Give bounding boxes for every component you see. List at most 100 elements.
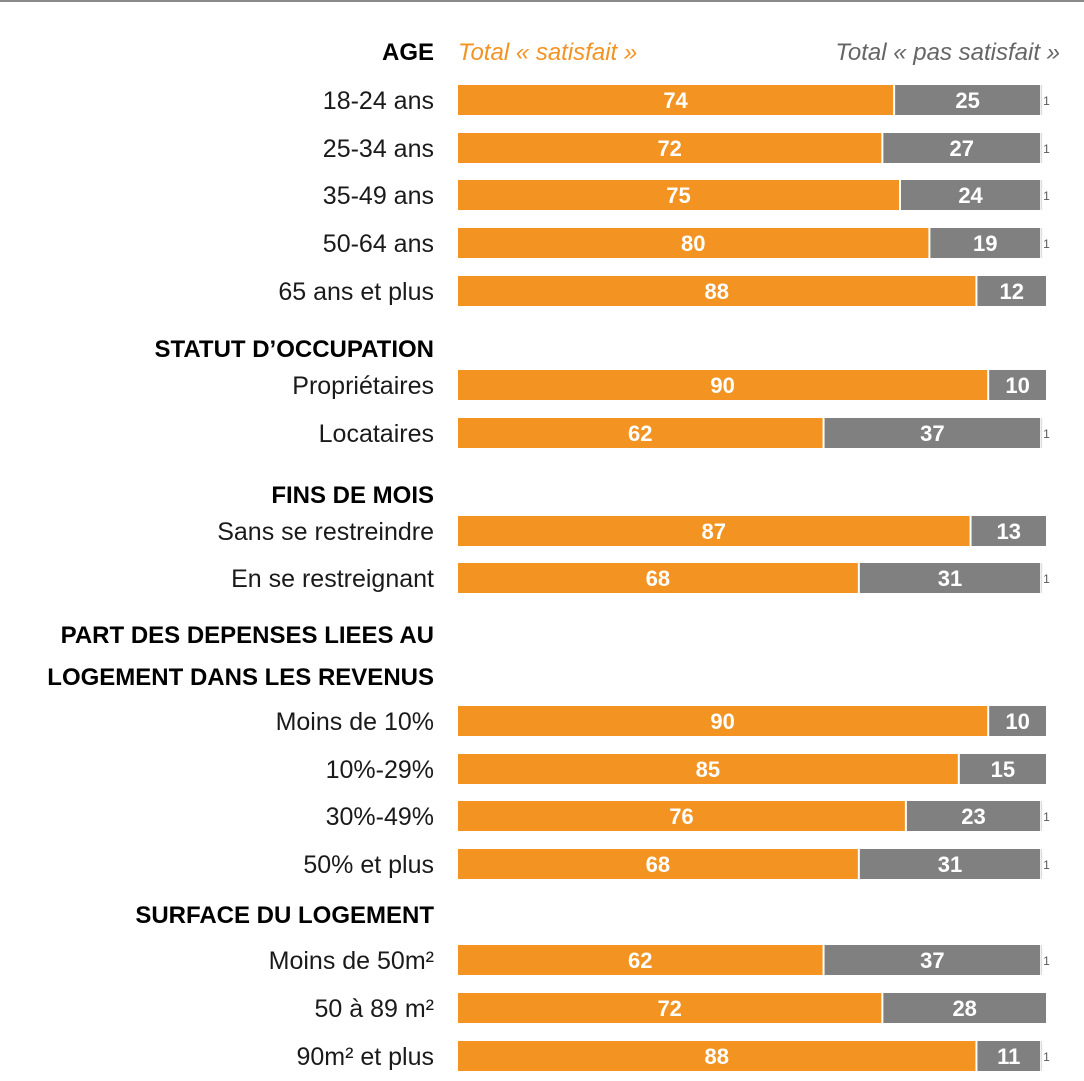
bar-satisfied-value: 90 <box>710 373 734 398</box>
bar-remainder-value: 1 <box>1043 1050 1050 1064</box>
bar-satisfied <box>458 516 970 546</box>
group-heading: STATUT D’OCCUPATION <box>154 336 434 363</box>
group-heading: LOGEMENT DANS LES REVENUS <box>47 664 434 691</box>
group-heading: PART DES DEPENSES LIEES AU <box>61 622 434 649</box>
bar-not-satisfied-value: 19 <box>973 231 997 256</box>
bar-remainder-value: 1 <box>1043 954 1050 968</box>
bar-satisfied <box>458 228 929 258</box>
bar-satisfied-value: 88 <box>704 279 728 304</box>
category-label: 50% et plus <box>303 851 434 879</box>
bar-remainder <box>1041 1041 1043 1071</box>
top-divider <box>0 0 1084 2</box>
bar-not-satisfied-value: 27 <box>949 136 973 161</box>
bar-satisfied-value: 62 <box>628 948 652 973</box>
category-label: 18-24 ans <box>323 87 434 115</box>
bar-satisfied-value: 68 <box>646 852 670 877</box>
bar-remainder-value: 1 <box>1043 572 1050 586</box>
group-heading: FINS DE MOIS <box>271 482 434 509</box>
bar-satisfied-value: 75 <box>666 183 690 208</box>
category-label: 25-34 ans <box>323 135 434 163</box>
bar-remainder-value: 1 <box>1043 94 1050 108</box>
bar-not-satisfied-value: 23 <box>961 804 985 829</box>
legend-not-satisfied: Total « pas satisfait » <box>835 39 1060 66</box>
bar-remainder-value: 1 <box>1043 810 1050 824</box>
bar-remainder-value: 1 <box>1043 427 1050 441</box>
bar-not-satisfied <box>824 945 1041 975</box>
bar-remainder <box>1041 849 1043 879</box>
bar-satisfied-value: 72 <box>657 136 681 161</box>
bar-satisfied-value: 88 <box>704 1044 728 1069</box>
bar-not-satisfied-value: 31 <box>938 852 962 877</box>
bar-satisfied <box>458 276 976 306</box>
bar-remainder-value: 1 <box>1043 142 1050 156</box>
category-label: 50-64 ans <box>323 230 434 258</box>
bar-remainder <box>1041 945 1043 975</box>
bar-not-satisfied-value: 15 <box>991 757 1015 782</box>
bar-not-satisfied-value: 25 <box>955 88 979 113</box>
bar-remainder-value: 1 <box>1043 858 1050 872</box>
bar-satisfied <box>458 945 823 975</box>
bar-remainder <box>1041 133 1043 163</box>
bar-not-satisfied <box>906 801 1041 831</box>
bar-satisfied <box>458 754 958 784</box>
bar-not-satisfied-value: 31 <box>938 566 962 591</box>
bar-satisfied <box>458 133 882 163</box>
bar-not-satisfied-value: 37 <box>920 421 944 446</box>
category-label: 90m² et plus <box>296 1043 434 1071</box>
bar-satisfied-value: 80 <box>681 231 705 256</box>
category-label: Locataires <box>319 420 434 448</box>
bar-remainder-value: 1 <box>1043 189 1050 203</box>
bar-not-satisfied <box>959 754 1046 784</box>
bar-not-satisfied <box>989 706 1046 736</box>
bar-satisfied <box>458 993 882 1023</box>
bar-satisfied-value: 62 <box>628 421 652 446</box>
bar-not-satisfied-value: 12 <box>999 279 1023 304</box>
bar-not-satisfied <box>901 180 1041 210</box>
category-label: 35-49 ans <box>323 182 434 210</box>
category-label: Propriétaires <box>292 372 434 400</box>
bar-remainder <box>1041 418 1043 448</box>
bar-not-satisfied <box>971 516 1046 546</box>
bar-remainder <box>1041 228 1043 258</box>
bar-remainder-value: 1 <box>1043 237 1050 251</box>
category-label: Moins de 50m² <box>269 947 434 975</box>
bar-not-satisfied-value: 28 <box>952 996 976 1021</box>
bar-not-satisfied-value: 10 <box>1005 373 1029 398</box>
category-label: 10%-29% <box>326 756 434 784</box>
category-label: Sans se restreindre <box>217 518 434 546</box>
category-label: Moins de 10% <box>276 708 434 736</box>
bar-satisfied-value: 68 <box>646 566 670 591</box>
category-label: 65 ans et plus <box>278 278 434 306</box>
legend-satisfied: Total « satisfait » <box>458 39 637 66</box>
bar-satisfied-value: 74 <box>663 88 688 113</box>
bar-not-satisfied <box>859 563 1041 593</box>
bar-satisfied <box>458 180 899 210</box>
bar-not-satisfied <box>859 849 1041 879</box>
bar-satisfied <box>458 563 858 593</box>
bar-satisfied-value: 72 <box>657 996 681 1021</box>
bar-not-satisfied <box>977 1041 1041 1071</box>
bar-remainder <box>1041 85 1043 115</box>
legend-group-heading: AGE <box>382 39 434 66</box>
bar-not-satisfied-value: 24 <box>958 183 983 208</box>
bar-satisfied-value: 76 <box>669 804 693 829</box>
bar-not-satisfied <box>883 993 1046 1023</box>
bar-not-satisfied <box>895 85 1041 115</box>
bar-not-satisfied-value: 37 <box>920 948 944 973</box>
bar-not-satisfied <box>989 370 1046 400</box>
bar-not-satisfied <box>977 276 1046 306</box>
bar-satisfied <box>458 706 988 736</box>
category-label: 30%-49% <box>326 803 434 831</box>
bar-satisfied <box>458 370 988 400</box>
bar-satisfied <box>458 85 894 115</box>
bar-satisfied-value: 85 <box>696 757 720 782</box>
bar-not-satisfied <box>883 133 1041 163</box>
bar-not-satisfied <box>824 418 1041 448</box>
bar-satisfied <box>458 801 905 831</box>
category-label: En se restreignant <box>231 565 434 593</box>
bar-not-satisfied-value: 10 <box>1005 709 1029 734</box>
bar-remainder <box>1041 180 1043 210</box>
bar-satisfied <box>458 849 858 879</box>
